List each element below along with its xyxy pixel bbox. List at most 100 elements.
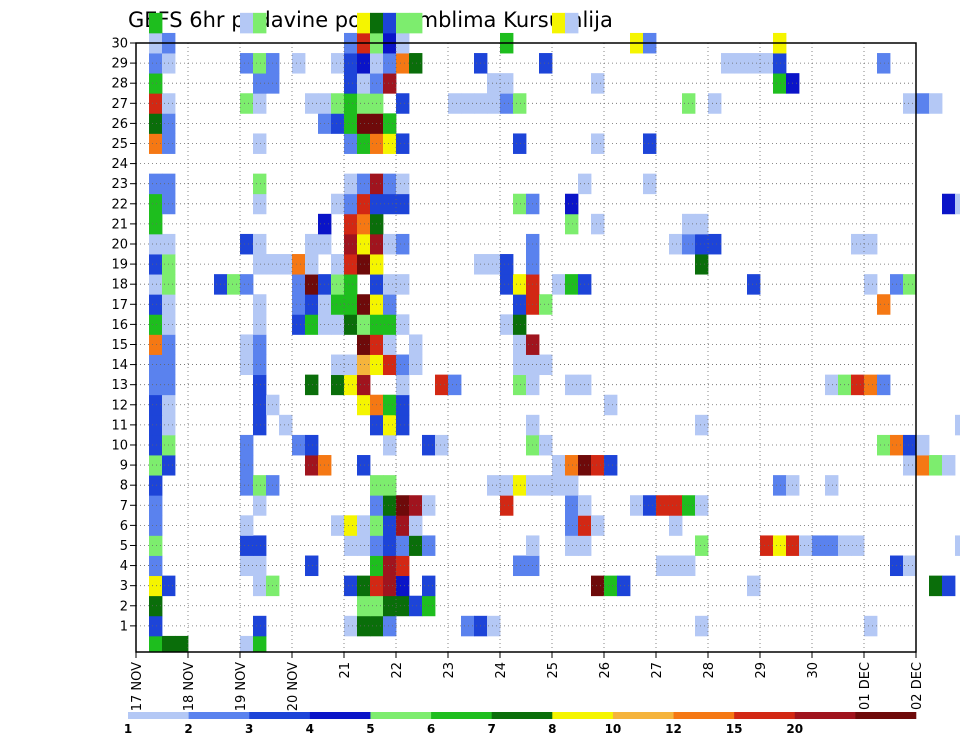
y-tick-label: 12 — [111, 398, 128, 413]
heatmap-cell — [864, 374, 878, 396]
heatmap-cell — [253, 475, 267, 496]
heatmap-cell — [149, 535, 163, 556]
colorbar-segment — [188, 712, 250, 719]
heatmap-cell — [253, 495, 267, 516]
heatmap-cell — [344, 233, 358, 255]
heatmap-cell — [461, 615, 475, 637]
heatmap-cell — [253, 173, 267, 195]
heatmap-cell — [396, 374, 410, 396]
heatmap-cell — [539, 53, 553, 74]
heatmap-cell — [656, 555, 670, 577]
heatmap-cell — [955, 535, 960, 556]
heatmap-cell — [942, 455, 956, 476]
y-tick-label: 29 — [111, 57, 128, 72]
heatmap-cell — [357, 515, 371, 536]
heatmap-cell — [383, 394, 397, 416]
heatmap-cell — [409, 495, 423, 516]
colorbar-label: 12 — [665, 722, 682, 736]
heatmap-cell — [799, 535, 813, 556]
heatmap-cell — [149, 515, 163, 536]
colorbar-label: 8 — [548, 722, 556, 736]
heatmap-cell — [513, 314, 527, 335]
heatmap-cell — [565, 495, 579, 516]
y-tick-label: 17 — [111, 298, 128, 313]
y-tick-label: 21 — [111, 217, 128, 232]
x-tick-label: 25 — [546, 662, 561, 679]
heatmap-cell — [396, 515, 410, 536]
heatmap-cell — [565, 535, 579, 556]
heatmap-cell — [552, 274, 566, 295]
heatmap-cell — [149, 93, 163, 114]
colorbar-label: 10 — [605, 722, 622, 736]
heatmap-cell — [396, 93, 410, 114]
heatmap-cell — [357, 193, 371, 215]
heatmap-cell — [396, 314, 410, 335]
heatmap-cell — [344, 53, 358, 74]
heatmap-cell — [539, 434, 553, 456]
heatmap-cell — [591, 133, 605, 154]
heatmap-cell — [383, 575, 397, 597]
y-tick-label: 30 — [111, 37, 128, 52]
heatmap-cell — [357, 334, 371, 355]
heatmap-cell — [513, 334, 527, 355]
y-tick-label: 15 — [111, 338, 128, 353]
heatmap-cell — [500, 73, 514, 94]
heatmap-cell — [149, 394, 163, 416]
heatmap-cell — [773, 475, 787, 496]
heatmap-cell — [149, 434, 163, 456]
heatmap-cell — [357, 233, 371, 255]
colorbar-segment — [552, 712, 614, 719]
x-tick-label: 29 — [754, 662, 769, 679]
heatmap-cell — [383, 133, 397, 154]
y-tick-label: 4 — [120, 559, 128, 574]
heatmap-cell — [344, 294, 358, 315]
heatmap-cell — [253, 414, 267, 436]
heatmap-cell — [149, 274, 163, 295]
heatmap-cell — [149, 314, 163, 335]
heatmap-cell — [292, 254, 306, 275]
y-tick-label: 10 — [111, 438, 128, 453]
colorbar-label: 2 — [184, 722, 192, 736]
heatmap-cell — [812, 535, 826, 556]
heatmap-cell — [149, 575, 163, 597]
heatmap-cell — [149, 173, 163, 195]
heatmap-cell — [669, 555, 683, 577]
heatmap-cell — [773, 535, 787, 556]
heatmap-cell — [240, 455, 254, 476]
heatmap-cell — [942, 193, 956, 215]
heatmap-cell — [747, 575, 761, 597]
heatmap-cell — [149, 12, 163, 34]
heatmap-cell — [240, 555, 254, 577]
y-tick-label: 26 — [111, 117, 128, 132]
heatmap-cell — [240, 93, 254, 114]
heatmap-cell — [695, 535, 709, 556]
heatmap-cell — [344, 133, 358, 154]
heatmap-cell — [695, 233, 709, 255]
heatmap-cell — [149, 635, 163, 653]
heatmap-cell — [149, 294, 163, 315]
heatmap-cell — [552, 12, 566, 34]
heatmap-cell — [409, 595, 423, 617]
y-tick-label: 5 — [120, 539, 128, 554]
heatmap-cell — [487, 475, 501, 496]
grid-lines — [136, 42, 916, 652]
heatmap-cell — [435, 434, 449, 456]
heatmap-cell — [357, 374, 371, 396]
heatmap-cell — [149, 213, 163, 235]
heatmap-cell — [383, 495, 397, 516]
heatmap-cell — [344, 274, 358, 295]
heatmap-cell — [383, 173, 397, 195]
heatmap-cell — [396, 53, 410, 74]
heatmap-cell — [565, 213, 579, 235]
heatmap-cell — [253, 635, 267, 653]
heatmap-cell — [955, 193, 960, 215]
heatmap-cell — [669, 233, 683, 255]
heatmap-cell — [149, 133, 163, 154]
heatmap-cell — [253, 354, 267, 376]
heatmap-cell — [513, 354, 527, 376]
heatmap-cell — [448, 93, 462, 114]
heatmap-cell — [565, 12, 579, 34]
heatmap-cell — [240, 354, 254, 376]
heatmap-cell — [383, 515, 397, 536]
heatmap-cell — [396, 535, 410, 556]
